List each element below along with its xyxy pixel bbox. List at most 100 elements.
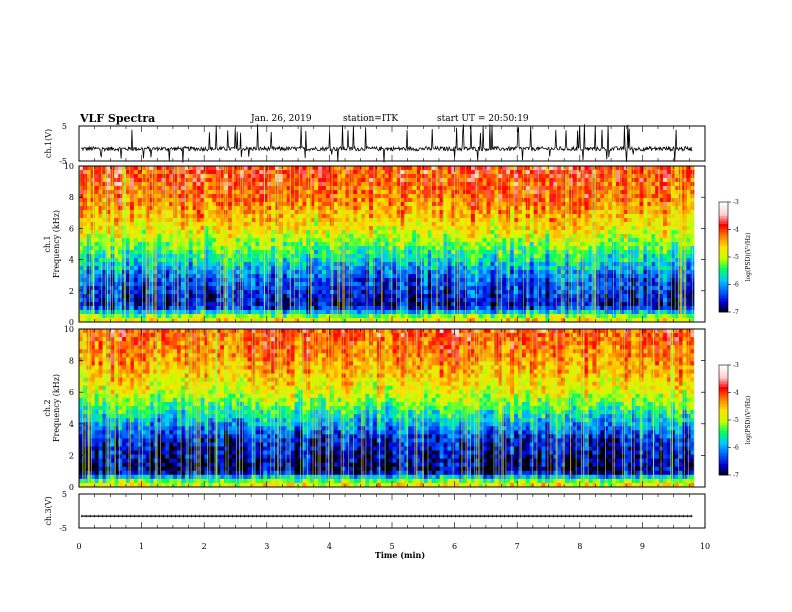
ch1-spectrogram-colorbar-tick-label: -4 xyxy=(733,227,739,234)
time-tick-label: 5 xyxy=(389,542,394,551)
ch2-spectrogram-colorbar-segment xyxy=(719,403,728,407)
ch1-spectrogram-colorbar-segment xyxy=(719,287,728,291)
time-tick-label: 4 xyxy=(327,542,332,551)
ch2-spectrogram-colorbar-segment xyxy=(719,398,728,402)
ch1-voltage-ylabel: ch.1(V) xyxy=(44,129,53,158)
ch2-spectrogram-colorbar-segment xyxy=(719,414,728,418)
ch2-spectrogram-colorbar-segment xyxy=(719,417,728,421)
time-tick-label: 6 xyxy=(452,542,457,551)
chart-title: VLF Spectra xyxy=(80,112,156,125)
ch2-spectrogram-colorbar-segment xyxy=(719,425,728,429)
ch1-spectrogram-colorbar-segment xyxy=(719,298,728,302)
ch2-spectrogram-colorbar-segment xyxy=(719,381,728,385)
ch1-spectrogram-colorbar-segment xyxy=(719,284,728,288)
ch2-spectrogram-colorbar-tick-label: -6 xyxy=(733,445,739,452)
ch2-spectrogram-colorbar-tick-label: -7 xyxy=(733,472,739,479)
ch1-spectrogram-ytick-label: 6 xyxy=(69,224,74,233)
ch2-spectrogram-colorbar-segment xyxy=(719,367,728,371)
time-axis-label: Time (min) xyxy=(375,550,425,560)
ch1-spectrogram-colorbar-segment xyxy=(719,259,728,263)
time-tick-label: 1 xyxy=(139,542,144,551)
ch2-spectrogram-sferic-streaks xyxy=(82,329,695,483)
ch1-spectrogram-colorbar-segment xyxy=(719,229,728,233)
ch1-spectrogram-colorbar-label: log(PSD)(V²/Hz) xyxy=(745,233,752,282)
ch2-spectrogram-colorbar-segment xyxy=(719,458,728,462)
ch2-spectrogram-colorbar-segment xyxy=(719,464,728,468)
ch1-spectrogram-colorbar-segment xyxy=(719,213,728,217)
ch2-spectrogram-colorbar-segment xyxy=(719,436,728,440)
ch2-spectrogram-colorbar-segment xyxy=(719,428,728,432)
ch2-spectrogram-empty-tail xyxy=(694,329,705,487)
ch1-spectrogram-ytick-label: 10 xyxy=(64,162,74,171)
ch2-spectrogram-colorbar-segment xyxy=(719,472,728,476)
ch1-spectrogram-colorbar-segment xyxy=(719,224,728,228)
ch3-voltage-ytick-label: 5 xyxy=(62,490,67,499)
ch1-spectrogram-colorbar-segment xyxy=(719,240,728,244)
time-tick-label: 0 xyxy=(76,542,81,551)
ch2-spectrogram-ytick-label: 10 xyxy=(64,325,74,334)
ch2-spectrogram-colorbar-segment xyxy=(719,461,728,465)
ch2-spectrogram-colorbar-tick-label: -3 xyxy=(733,362,739,369)
time-tick-label: 2 xyxy=(202,542,207,551)
ch1-spectrogram-colorbar-segment xyxy=(719,279,728,283)
date-label: Jan. 26, 2019 xyxy=(251,114,312,124)
ch1-spectrogram-colorbar-tick-label: -7 xyxy=(733,309,739,316)
ch2-spectrogram-colorbar-segment xyxy=(719,376,728,380)
ch2-spectrogram-colorbar-segment xyxy=(719,431,728,435)
ch2-spectrogram-ytick-label: 2 xyxy=(69,451,74,460)
ch2-spectrogram-colorbar-segment xyxy=(719,420,728,424)
ch1-spectrogram-colorbar-segment xyxy=(719,237,728,241)
ch2-spectrogram-colorbar-segment xyxy=(719,466,728,470)
ch1-spectrogram-colorbar-segment xyxy=(719,226,728,230)
ch1-spectrogram-colorbar-segment xyxy=(719,276,728,280)
ch2-spectrogram-colorbar-segment xyxy=(719,447,728,451)
ch3-voltage-ylabel: ch.3(V) xyxy=(44,496,53,525)
ch1-spectrogram-cells xyxy=(79,166,695,323)
ch1-spectrogram-colorbar-segment xyxy=(719,232,728,236)
ch1-voltage-ytick-label: -5 xyxy=(59,157,67,166)
time-tick-label: 10 xyxy=(700,542,710,551)
ch1-spectrogram-colorbar-segment xyxy=(719,270,728,274)
ch1-spectrogram-colorbar-segment xyxy=(719,281,728,285)
ch1-spectrogram-colorbar-segment xyxy=(719,303,728,307)
start-time-label: start UT = 20:50:19 xyxy=(437,114,529,124)
ch1-spectrogram-ytick-label: 0 xyxy=(69,318,74,327)
ch1-spectrogram-ytick-label: 4 xyxy=(69,256,74,265)
ch2-spectrogram-colorbar-tick-label: -4 xyxy=(733,390,739,397)
ch2-spectrogram-colorbar-segment xyxy=(719,450,728,454)
ch1-spectrogram-colorbar-segment xyxy=(719,262,728,266)
ch2-spectrogram-colorbar-segment xyxy=(719,378,728,382)
ch1-spectrogram-colorbar-segment xyxy=(719,243,728,247)
ch1-spectrogram-colorbar-segment xyxy=(719,204,728,208)
ch2-spectrogram-ytick-label: 8 xyxy=(69,357,74,366)
ch2-spectrogram-colorbar-segment xyxy=(719,384,728,388)
ch1-spectrogram-colorbar-segment xyxy=(719,207,728,211)
ch1-spectrogram-colorbar-segment xyxy=(719,301,728,305)
time-tick-label: 8 xyxy=(577,542,582,551)
ch2-spectrogram-colorbar-segment xyxy=(719,395,728,399)
ch2-spectrogram-colorbar-segment xyxy=(719,422,728,426)
ch2-spectrogram-colorbar-segment xyxy=(719,455,728,459)
ch2-spectrogram-ylabel: ch.2 xyxy=(43,399,52,416)
ch2-spectrogram-cells xyxy=(79,329,695,488)
ch2-spectrogram-colorbar-segment xyxy=(719,406,728,410)
ch1-spectrogram-colorbar-segment xyxy=(719,273,728,277)
ch1-spectrogram-sferic-streaks xyxy=(79,166,693,318)
ch2-spectrogram-colorbar-segment xyxy=(719,400,728,404)
ch1-spectrogram-colorbar-segment xyxy=(719,202,728,206)
station-label: station=ITK xyxy=(343,114,399,124)
ch1-voltage-ytick-label: 5 xyxy=(62,122,67,131)
ch1-spectrogram-colorbar-segment xyxy=(719,215,728,219)
ch1-spectrogram-colorbar-segment xyxy=(719,290,728,294)
ch2-spectrogram-ytick-label: 0 xyxy=(69,483,74,492)
ch2-spectrogram-ytick-label: 6 xyxy=(69,388,74,397)
ch2-spectrogram-colorbar-segment xyxy=(719,453,728,457)
ch1-spectrogram-colorbar-segment xyxy=(719,306,728,310)
ch1-spectrogram-ytick-label: 8 xyxy=(69,193,74,202)
ch2-spectrogram-colorbar-segment xyxy=(719,444,728,448)
ch1-voltage-trace xyxy=(80,124,693,163)
ch2-spectrogram-colorbar-label: log(PSD)(V²/Hz) xyxy=(745,396,752,445)
ch1-spectrogram-ylabel: Frequency (kHz) xyxy=(52,210,61,278)
ch2-spectrogram-colorbar-segment xyxy=(719,409,728,413)
